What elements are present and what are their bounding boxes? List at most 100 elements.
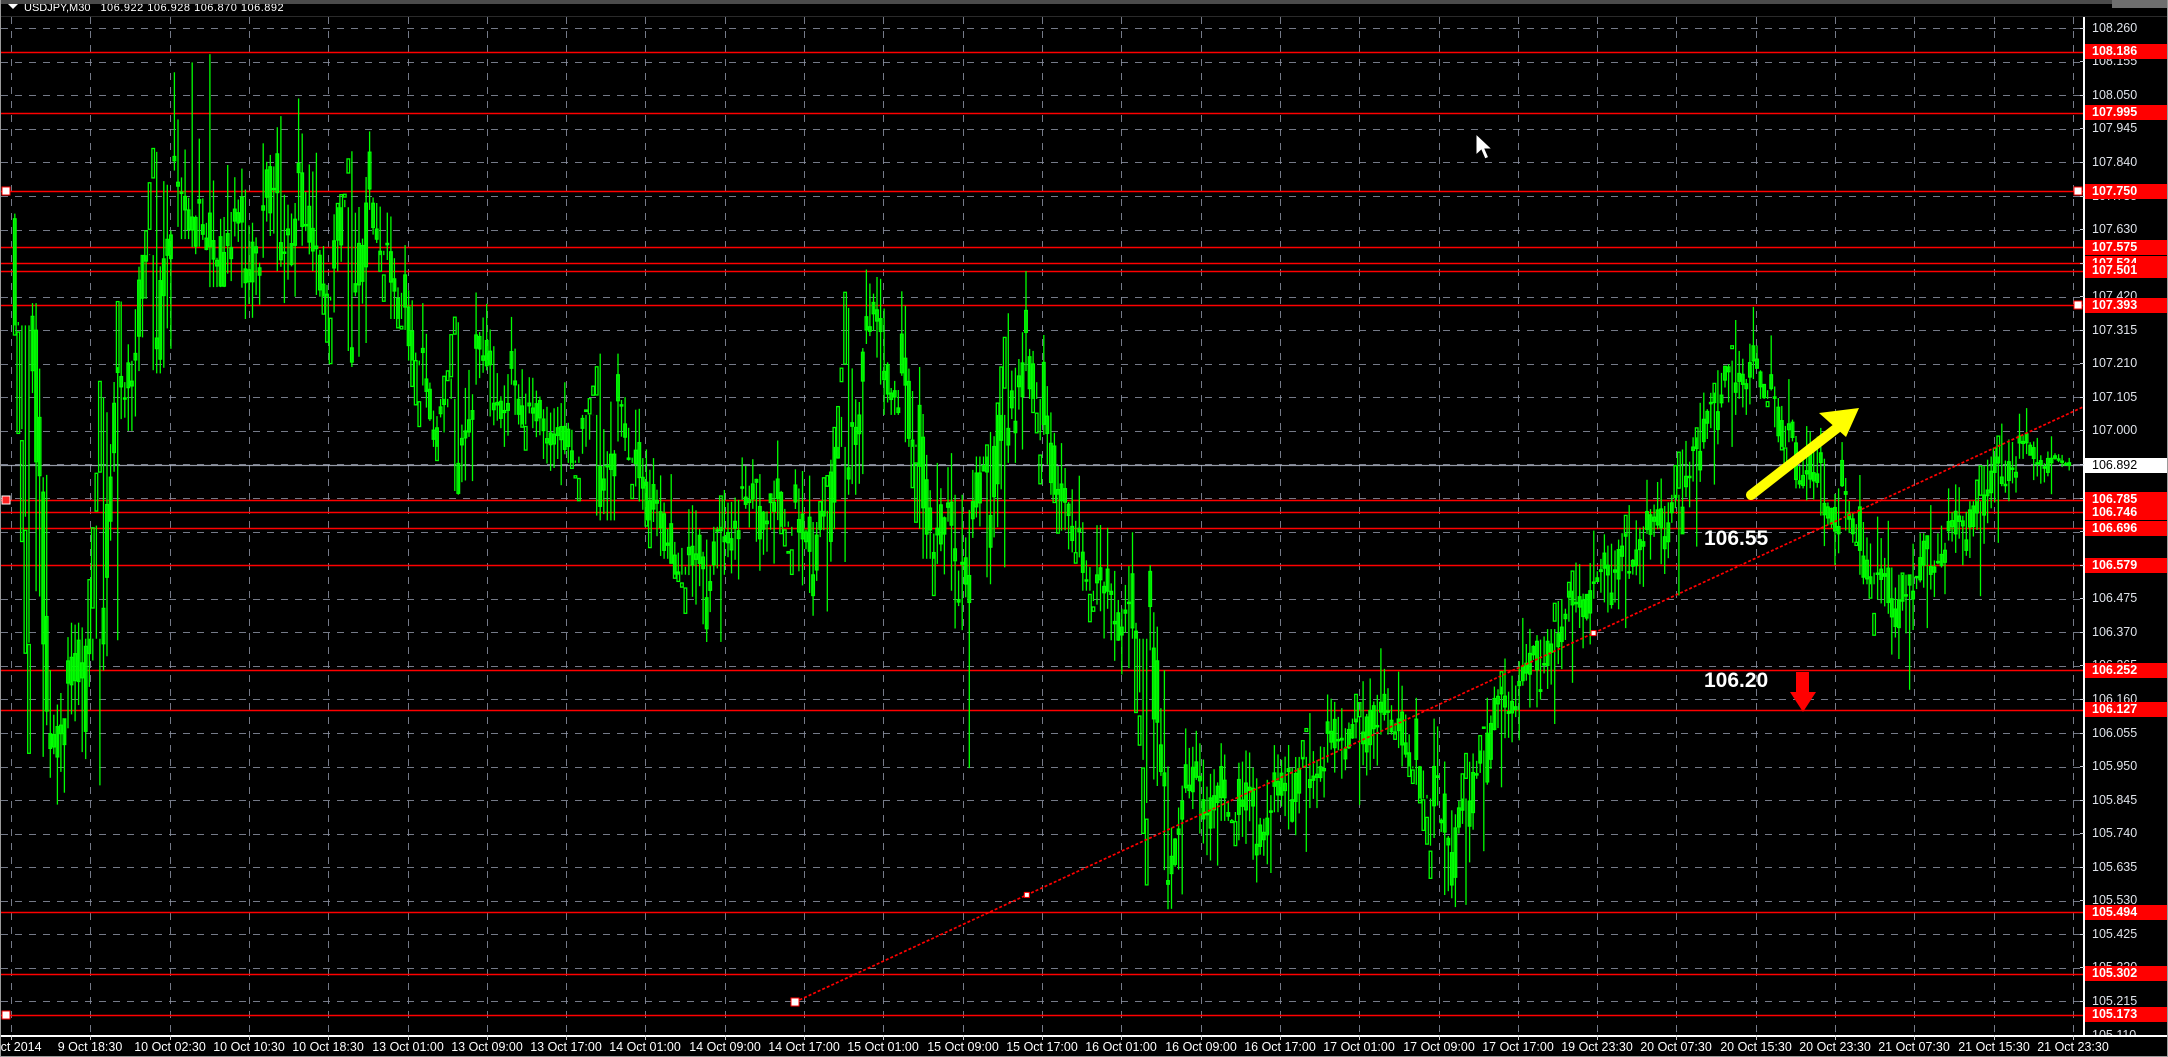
price-level-label[interactable]: 106.579 <box>2085 558 2168 573</box>
time-tick-label: 15 Oct 09:00 <box>927 1040 999 1054</box>
price-tick-label: 107.840 <box>2080 155 2168 170</box>
price-tick-label: 107.210 <box>2080 356 2168 371</box>
time-tick-label: 20 Oct 07:30 <box>1640 1040 1712 1054</box>
time-tick-mark <box>1835 1035 1836 1040</box>
price-tick-label: 108.050 <box>2080 88 2168 103</box>
time-tick-label: 13 Oct 17:00 <box>530 1040 602 1054</box>
bullish-up-arrow <box>1746 408 1859 500</box>
price-tick-label: 107.630 <box>2080 222 2168 237</box>
price-tick-label: 108.260 <box>2080 21 2168 36</box>
time-tick-mark <box>408 1035 409 1040</box>
time-tick-label: 10 Oct 02:30 <box>134 1040 206 1054</box>
chart-canvas[interactable] <box>1 17 2083 1035</box>
time-tick-mark <box>804 1035 805 1040</box>
time-tick-mark <box>1280 1035 1281 1040</box>
time-tick-mark <box>725 1035 726 1040</box>
time-scale-axis[interactable]: 9 Oct 2014 9 Oct 18:30 10 Oct 02:30 10 Oct … <box>0 1035 2167 1056</box>
price-tick-label: 107.105 <box>2080 390 2168 405</box>
time-tick-label: 10 Oct 10:30 <box>213 1040 285 1054</box>
time-tick-mark <box>1597 1035 1598 1040</box>
price-tick-label: 106.475 <box>2080 591 2168 606</box>
time-tick-mark <box>487 1035 488 1040</box>
time-tick-label: 15 Oct 01:00 <box>847 1040 919 1054</box>
window-top-right-edge <box>2112 0 2168 8</box>
time-tick-mark <box>1756 1035 1757 1040</box>
time-tick-label: 17 Oct 09:00 <box>1403 1040 1475 1054</box>
price-tick-label: 107.000 <box>2080 423 2168 438</box>
price-tick-label: 105.950 <box>2080 759 2168 774</box>
price-level-label[interactable]: 106.127 <box>2085 702 2168 718</box>
time-tick-label: 19 Oct 23:30 <box>1561 1040 1633 1054</box>
time-tick-label: 10 Oct 18:30 <box>292 1040 364 1054</box>
chevron-down-icon[interactable] <box>8 4 18 9</box>
time-tick-label: 17 Oct 01:00 <box>1323 1040 1395 1054</box>
price-level-label[interactable]: 108.186 <box>2085 44 2168 60</box>
time-tick-label: 13 Oct 09:00 <box>451 1040 523 1054</box>
time-tick-label: 9 Oct 18:30 <box>57 1040 123 1054</box>
price-level-label[interactable]: 105.494 <box>2085 904 2168 920</box>
time-tick-mark <box>90 1035 91 1040</box>
price-tick-label: 105.635 <box>2080 860 2168 875</box>
time-tick-label: 21 Oct 07:30 <box>1878 1040 1950 1054</box>
time-tick-label: 15 Oct 17:00 <box>1006 1040 1078 1054</box>
price-level-label[interactable]: 105.173 <box>2085 1007 2168 1023</box>
price-tick-label: 107.945 <box>2080 121 2168 136</box>
time-tick-label: 9 Oct 2014 <box>0 1040 42 1054</box>
time-tick-mark <box>249 1035 250 1040</box>
price-level-label[interactable]: 106.785 <box>2085 492 2168 508</box>
time-tick-label: 16 Oct 09:00 <box>1165 1040 1237 1054</box>
candlestick-series <box>12 54 2072 910</box>
price-tick-label: 106.370 <box>2080 625 2168 640</box>
time-tick-mark <box>1042 1035 1043 1040</box>
time-tick-label: 14 Oct 17:00 <box>768 1040 840 1054</box>
time-tick-mark <box>1121 1035 1122 1040</box>
price-tick-label: 105.425 <box>2080 927 2168 942</box>
chart-plot-area[interactable] <box>1 17 2083 1035</box>
trend-line-object[interactable] <box>790 406 2083 1007</box>
price-level-label[interactable]: 107.750 <box>2085 183 2168 199</box>
time-tick-mark <box>1439 1035 1440 1040</box>
price-tick-label: 105.530 <box>2080 893 2168 908</box>
price-tick-label: 105.740 <box>2080 826 2168 841</box>
time-tick-label: 20 Oct 15:30 <box>1720 1040 1792 1054</box>
time-tick-label: 16 Oct 17:00 <box>1244 1040 1316 1054</box>
time-tick-mark <box>170 1035 171 1040</box>
time-tick-label: 13 Oct 01:00 <box>372 1040 444 1054</box>
price-level-label[interactable]: 106.746 <box>2085 504 2168 520</box>
current-price-label: 106.892 <box>2085 457 2168 473</box>
arrow-objects[interactable] <box>1746 408 1859 712</box>
price-tick-label: 105.845 <box>2080 793 2168 808</box>
price-level-label[interactable]: 105.302 <box>2085 966 2168 982</box>
time-tick-label: 14 Oct 09:00 <box>689 1040 761 1054</box>
time-tick-mark <box>11 1035 12 1040</box>
time-tick-label: 21 Oct 15:30 <box>1958 1040 2030 1054</box>
price-scale-axis[interactable]: 108.260108.155108.050107.945107.840107.7… <box>2080 17 2168 1042</box>
price-level-label[interactable]: 107.995 <box>2085 105 2168 121</box>
price-tick-label: 105.215 <box>2080 994 2168 1009</box>
price-level-label[interactable]: 107.501 <box>2085 263 2168 279</box>
time-tick-mark <box>328 1035 329 1040</box>
time-tick-mark <box>1518 1035 1519 1040</box>
price-level-label[interactable]: 107.575 <box>2085 239 2168 255</box>
bearish-down-arrow <box>1790 672 1816 712</box>
time-tick-mark <box>1676 1035 1677 1040</box>
window-top-edge <box>0 0 2168 4</box>
price-tick-label: 106.055 <box>2080 726 2168 741</box>
price-level-label[interactable]: 106.252 <box>2085 662 2168 678</box>
time-tick-label: 21 Oct 23:30 <box>2037 1040 2109 1054</box>
price-level-label[interactable]: 106.696 <box>2085 520 2168 536</box>
time-tick-mark <box>645 1035 646 1040</box>
time-tick-mark <box>963 1035 964 1040</box>
chart-ohlc-values: 106.922 106.928 106.870 106.892 <box>100 2 285 14</box>
time-tick-mark <box>1359 1035 1360 1040</box>
time-tick-label: 20 Oct 23:30 <box>1799 1040 1871 1054</box>
price-level-label[interactable]: 107.393 <box>2085 297 2168 313</box>
time-tick-mark <box>566 1035 567 1040</box>
time-tick-mark <box>2073 1035 2074 1040</box>
time-tick-label: 14 Oct 01:00 <box>609 1040 681 1054</box>
time-tick-label: 17 Oct 17:00 <box>1482 1040 1554 1054</box>
time-tick-mark <box>883 1035 884 1040</box>
time-tick-label: 16 Oct 01:00 <box>1085 1040 1157 1054</box>
price-tick-label: 107.315 <box>2080 323 2168 338</box>
